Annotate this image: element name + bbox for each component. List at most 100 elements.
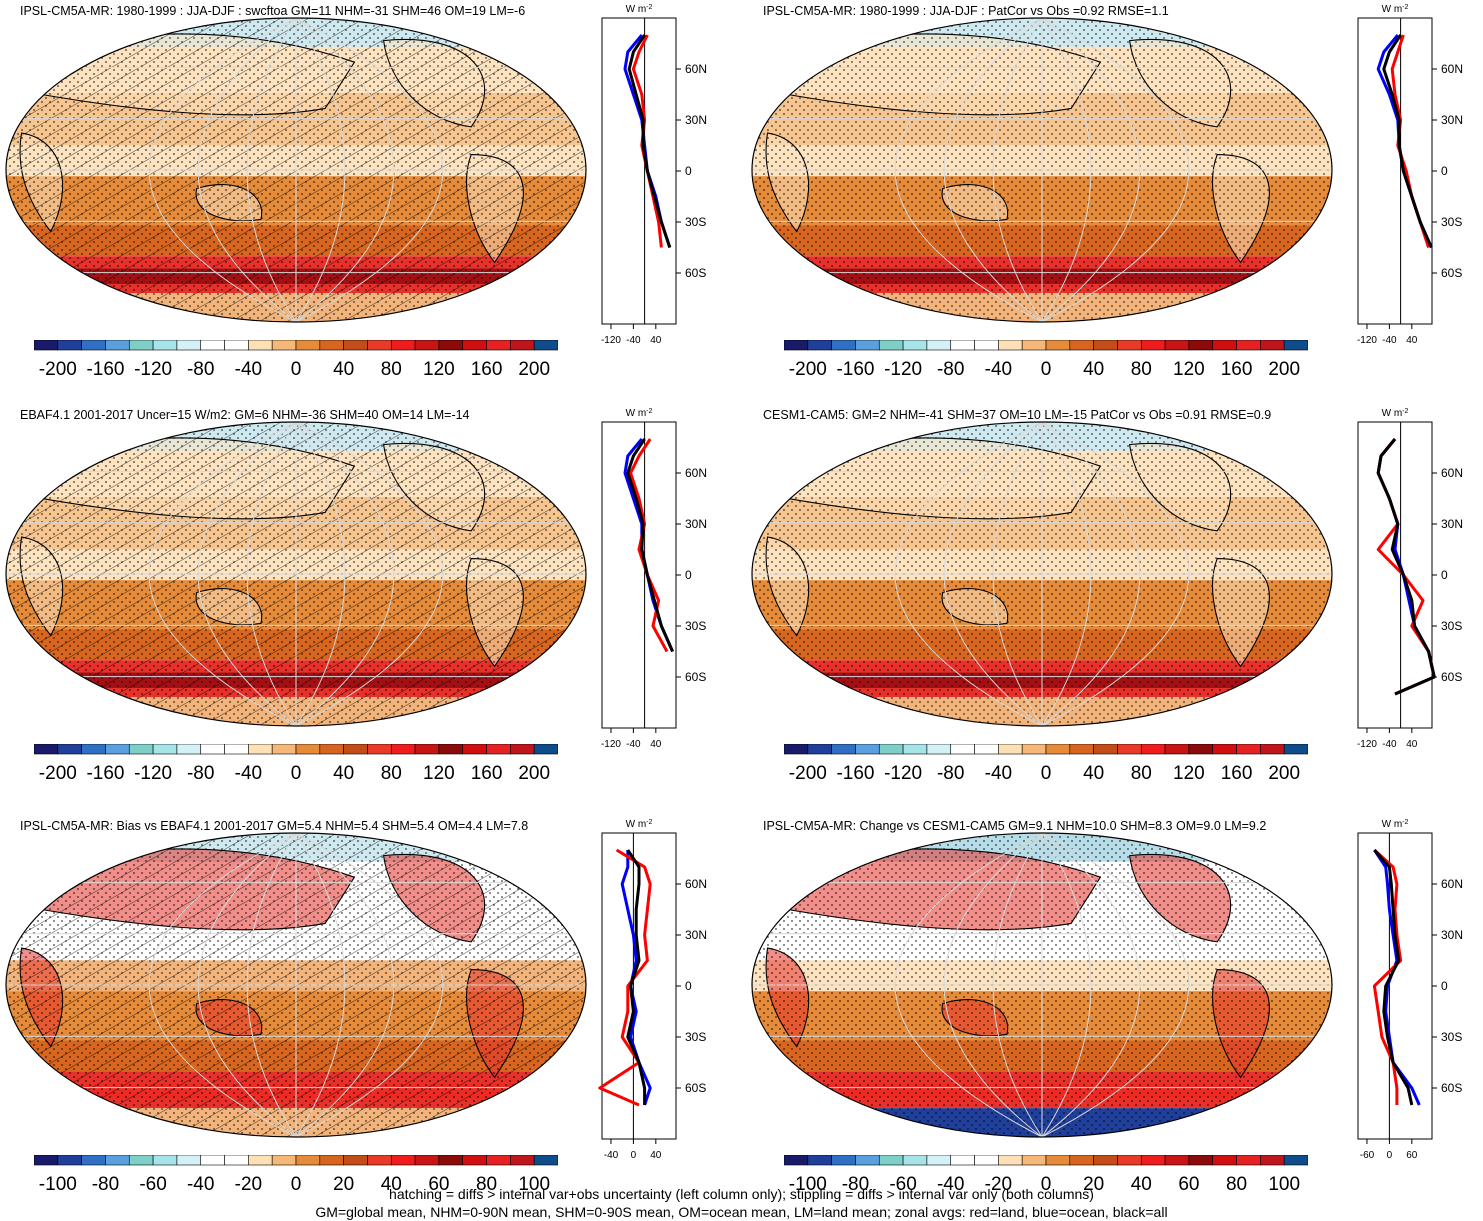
colorbar-swatch bbox=[902, 744, 928, 755]
colorbar-swatch bbox=[950, 1155, 975, 1166]
x-tick-label: 40 bbox=[650, 739, 662, 750]
x-tick-label: 40 bbox=[1406, 739, 1418, 750]
x-tick-label: 0 bbox=[1387, 1150, 1393, 1161]
colorbar-swatch bbox=[295, 744, 321, 755]
colorbar: -200 -160 -120 -80 -40 0 40 80 120 160 200 bbox=[784, 744, 1308, 784]
colorbar-swatch bbox=[1045, 1155, 1071, 1166]
zonal-mean-plot: W m-2 60N 30N 0 30S 60S -120 -40 40 bbox=[601, 408, 707, 751]
colorbar-swatch bbox=[1093, 744, 1118, 755]
lat-label: 30N bbox=[1441, 928, 1463, 942]
colorbar-label: -80 bbox=[937, 359, 964, 380]
colorbar-label: -40 bbox=[937, 1174, 964, 1195]
lat-label: 60S bbox=[1441, 670, 1462, 684]
colorbar-swatch bbox=[1045, 340, 1071, 351]
lat-label: 60S bbox=[1441, 1081, 1462, 1095]
x-tick-label: -120 bbox=[1357, 739, 1377, 750]
colorbar: -100 -80 -60 -40 -20 0 20 40 60 80 100 bbox=[34, 1155, 558, 1195]
colorbar-swatch bbox=[998, 340, 1023, 351]
map-border bbox=[751, 421, 1333, 727]
colorbar-swatch bbox=[831, 1155, 856, 1166]
colorbar-label: -80 bbox=[187, 763, 214, 784]
colorbar-swatch bbox=[462, 744, 487, 755]
zonal-unit-label: W m-2 bbox=[626, 819, 653, 831]
colorbar-swatch bbox=[1021, 1155, 1047, 1166]
lat-label: 60S bbox=[685, 1081, 706, 1095]
all-zonal-line bbox=[628, 439, 673, 694]
colorbar-swatch bbox=[510, 340, 535, 351]
colorbar-swatch bbox=[176, 1155, 202, 1166]
lat-label: 60N bbox=[1441, 466, 1463, 480]
colorbar-label: 0 bbox=[291, 1174, 302, 1195]
x-tick-label: -120 bbox=[601, 739, 621, 750]
global-map bbox=[5, 17, 587, 323]
x-tick-label: 40 bbox=[1406, 335, 1418, 346]
colorbar-swatch bbox=[438, 340, 464, 351]
global-map bbox=[5, 832, 587, 1138]
colorbar-swatch bbox=[390, 744, 416, 755]
zonal-unit-label: W m-2 bbox=[626, 4, 653, 16]
colorbar-label: 80 bbox=[381, 359, 402, 380]
zonal-unit-label: W m-2 bbox=[1382, 4, 1409, 16]
colorbar-label: 40 bbox=[381, 1174, 402, 1195]
colorbar-label: -80 bbox=[92, 1174, 119, 1195]
map-border bbox=[751, 17, 1333, 323]
colorbar-swatch bbox=[1117, 340, 1142, 351]
colorbar-swatch bbox=[343, 340, 368, 351]
colorbar-swatch bbox=[152, 744, 178, 755]
land-zonal-line bbox=[1392, 35, 1428, 290]
map-border bbox=[751, 832, 1333, 1138]
colorbar-swatch bbox=[176, 744, 202, 755]
colorbar-label: 40 bbox=[1131, 1174, 1152, 1195]
colorbar-swatch bbox=[1188, 744, 1214, 755]
colorbar-label: -200 bbox=[789, 359, 827, 380]
colorbar-swatch bbox=[248, 1155, 273, 1166]
colorbar-label: 160 bbox=[1221, 763, 1253, 784]
colorbar-label: -40 bbox=[235, 763, 262, 784]
colorbar-label: 160 bbox=[471, 763, 503, 784]
colorbar-swatch bbox=[1188, 340, 1214, 351]
colorbar-swatch bbox=[1236, 1155, 1261, 1166]
colorbar-swatch bbox=[414, 1155, 440, 1166]
colorbar-label: 80 bbox=[1226, 1174, 1247, 1195]
colorbar-label: 40 bbox=[333, 763, 354, 784]
colorbar: -200 -160 -120 -80 -40 0 40 80 120 160 200 bbox=[784, 340, 1308, 380]
colorbar-swatch bbox=[200, 1155, 225, 1166]
colorbar-swatch bbox=[1188, 1155, 1214, 1166]
colorbar-swatch bbox=[878, 744, 904, 755]
colorbar-swatch bbox=[950, 340, 975, 351]
colorbar-swatch bbox=[855, 340, 880, 351]
colorbar-swatch bbox=[57, 1155, 82, 1166]
colorbar: -200 -160 -120 -80 -40 0 40 80 120 160 200 bbox=[34, 340, 558, 380]
colorbar-swatch bbox=[807, 1155, 832, 1166]
colorbar-swatch bbox=[1212, 744, 1237, 755]
zonal-frame bbox=[601, 421, 677, 729]
colorbar-swatch bbox=[295, 340, 321, 351]
lat-label: 30S bbox=[1441, 215, 1462, 229]
panel-title: IPSL-CM5A-MR: Bias vs EBAF4.1 2001-2017 … bbox=[20, 819, 529, 833]
colorbar-swatch bbox=[248, 340, 273, 351]
colorbar-label: -160 bbox=[86, 359, 124, 380]
zonal-mean-plot: W m-2 60N 30N 0 30S 60S -120 -40 40 bbox=[1357, 4, 1463, 347]
x-tick-label: -40 bbox=[1382, 739, 1397, 750]
all-zonal-line bbox=[1376, 438, 1436, 696]
colorbar-swatch bbox=[926, 340, 952, 351]
zonal-unit-label: W m-2 bbox=[1382, 819, 1409, 831]
ocean-zonal-line bbox=[1376, 438, 1436, 696]
colorbar-swatch bbox=[271, 340, 297, 351]
colorbar-swatch bbox=[998, 1155, 1023, 1166]
colorbar-swatch bbox=[1260, 1155, 1285, 1166]
panel-title: IPSL-CM5A-MR: 1980-1999 : JJA-DJF : PatC… bbox=[763, 4, 1169, 18]
x-tick-label: 60 bbox=[1406, 1150, 1418, 1161]
colorbar-label: 160 bbox=[1221, 359, 1253, 380]
colorbar-label: 160 bbox=[471, 359, 503, 380]
x-tick-label: -120 bbox=[1357, 335, 1377, 346]
lat-label: 60S bbox=[685, 266, 706, 280]
panel-title: IPSL-CM5A-MR: 1980-1999 : JJA-DJF : swcf… bbox=[20, 4, 526, 18]
colorbar-label: 40 bbox=[1083, 763, 1104, 784]
colorbar-swatch bbox=[343, 1155, 368, 1166]
global-map bbox=[751, 17, 1333, 323]
colorbar-swatch bbox=[390, 340, 416, 351]
colorbar-swatch bbox=[1236, 340, 1261, 351]
colorbar-label: -40 bbox=[985, 763, 1012, 784]
colorbar-swatch bbox=[1283, 744, 1308, 755]
